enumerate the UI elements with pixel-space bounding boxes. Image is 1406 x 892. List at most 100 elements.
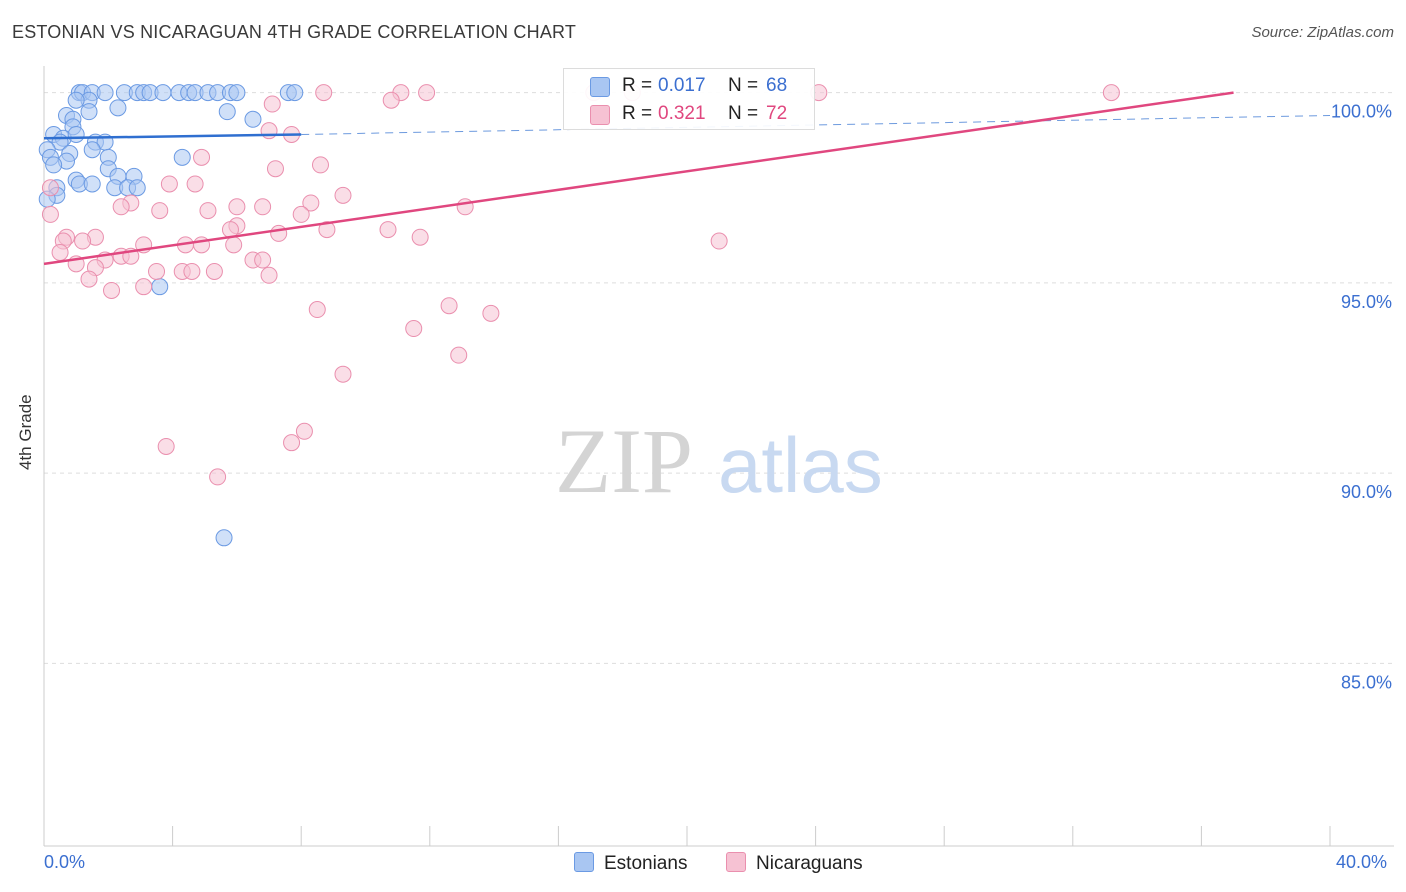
nicaraguan-point	[308, 301, 326, 319]
y-tick-label: 100.0%	[1331, 102, 1392, 122]
nicaraguan-point	[183, 262, 201, 280]
nicaraguan-point	[283, 434, 301, 452]
r-label: R =	[622, 75, 653, 96]
nicaraguan-point	[225, 236, 243, 254]
series-legend: Estonians Nicaraguans	[0, 852, 1406, 878]
nicaraguan-point	[103, 281, 121, 299]
estonian-point	[286, 84, 304, 102]
nicaraguans-swatch	[590, 105, 610, 125]
watermark: ZIP atlas	[555, 410, 883, 512]
estonians-trend-line	[43, 133, 302, 140]
y-tick-label: 85.0%	[1341, 672, 1392, 692]
nicaraguan-point	[151, 202, 169, 220]
watermark-atlas: atlas	[718, 421, 883, 509]
y-tick-label: 90.0%	[1341, 482, 1392, 502]
trend-layer	[43, 91, 1331, 266]
nicaraguan-point	[193, 148, 211, 166]
estonian-point	[96, 84, 114, 102]
nicaraguan-point	[80, 270, 98, 288]
nicaraguan-point	[382, 91, 400, 109]
estonians-legend-label: Estonians	[604, 853, 688, 874]
estonian-point	[67, 125, 85, 143]
nicaraguan-point	[41, 205, 59, 223]
nicaraguan-point	[482, 304, 500, 322]
nicaraguan-point	[112, 198, 130, 216]
nicaraguan-point	[266, 160, 284, 178]
nicaraguan-point	[260, 266, 278, 284]
estonian-point	[83, 141, 101, 159]
nicaraguans-n-value: 72	[766, 103, 788, 124]
source-label: Source: ZipAtlas.com	[1251, 24, 1394, 41]
watermark-zip: ZIP	[555, 410, 693, 512]
nicaraguan-point	[405, 320, 423, 338]
nicaraguan-point	[205, 262, 223, 280]
legend-item-nicaraguans: Nicaraguans	[726, 852, 863, 875]
estonian-point	[173, 148, 191, 166]
estonian-point	[151, 278, 169, 296]
legend-row-estonians: R = 0.017 N = 68	[564, 72, 814, 100]
nicaraguan-point	[440, 297, 458, 315]
estonians-trend-extension	[301, 114, 1331, 135]
nicaraguan-point	[41, 179, 59, 197]
nicaraguan-point	[74, 232, 92, 250]
estonian-point	[67, 91, 85, 109]
nicaraguan-point	[263, 95, 281, 113]
chart-title: ESTONIAN VS NICARAGUAN 4TH GRADE CORRELA…	[12, 22, 577, 42]
nicaraguan-point	[209, 468, 227, 486]
estonian-point	[154, 84, 172, 102]
n-label: N =	[728, 103, 759, 124]
nicaraguan-point	[157, 437, 175, 455]
nicaraguan-point	[292, 205, 310, 223]
nicaraguan-point	[710, 232, 728, 250]
nicaraguan-point	[379, 221, 397, 239]
nicaraguan-point	[334, 365, 352, 383]
nicaraguan-point	[318, 221, 336, 239]
estonians-n-value: 68	[766, 75, 788, 96]
n-label: N =	[728, 75, 759, 96]
correlation-legend: R = 0.017 N = 68 R = 0.321 N = 72	[563, 68, 815, 130]
nicaraguan-point	[199, 202, 217, 220]
nicaraguan-point	[295, 422, 313, 440]
estonian-point	[244, 110, 262, 128]
estonian-point	[218, 103, 236, 121]
nicaraguan-point	[160, 175, 178, 193]
nicaraguan-point	[450, 346, 468, 364]
nicaraguan-point	[1102, 84, 1120, 102]
nicaraguan-point	[270, 224, 288, 242]
nicaraguan-point	[135, 278, 153, 296]
nicaraguans-r-value: 0.321	[658, 103, 706, 124]
nicaraguan-point	[51, 243, 69, 261]
nicaraguans-legend-swatch	[726, 852, 746, 872]
nicaraguan-point	[334, 186, 352, 204]
nicaraguan-point	[315, 84, 333, 102]
estonian-point	[80, 103, 98, 121]
estonian-point	[228, 84, 246, 102]
nicaraguan-point	[311, 156, 329, 174]
nicaraguan-point	[411, 228, 429, 246]
estonian-point	[215, 529, 233, 547]
nicaraguan-point	[254, 198, 272, 216]
nicaraguans-legend-label: Nicaraguans	[756, 853, 863, 874]
nicaraguans-trend-line	[43, 91, 1234, 266]
nicaraguan-point	[228, 198, 246, 216]
nicaraguan-point	[186, 175, 204, 193]
x-tick-min: 0.0%	[44, 852, 86, 872]
nicaraguan-point	[302, 194, 320, 212]
estonian-point	[128, 179, 146, 197]
estonians-swatch	[590, 77, 610, 97]
x-tick-max: 40.0%	[1336, 852, 1388, 872]
estonians-legend-swatch	[574, 852, 594, 872]
nicaraguan-point	[254, 251, 272, 269]
grid-layer	[44, 92, 1394, 664]
estonian-point	[109, 99, 127, 117]
estonian-point	[45, 156, 63, 174]
nicaraguan-point	[148, 262, 166, 280]
r-label: R =	[622, 103, 653, 124]
legend-item-estonians: Estonians	[574, 852, 687, 875]
estonian-point	[83, 175, 101, 193]
nicaraguan-point	[418, 84, 436, 102]
legend-row-nicaraguans: R = 0.321 N = 72	[564, 100, 814, 128]
estonians-r-value: 0.017	[658, 75, 706, 96]
y-tick-label: 95.0%	[1341, 292, 1392, 312]
